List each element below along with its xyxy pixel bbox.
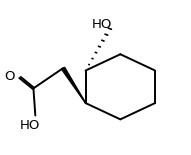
Text: HO: HO	[19, 119, 40, 132]
Text: O: O	[5, 70, 15, 83]
Polygon shape	[61, 67, 86, 103]
Text: HO: HO	[92, 18, 112, 31]
